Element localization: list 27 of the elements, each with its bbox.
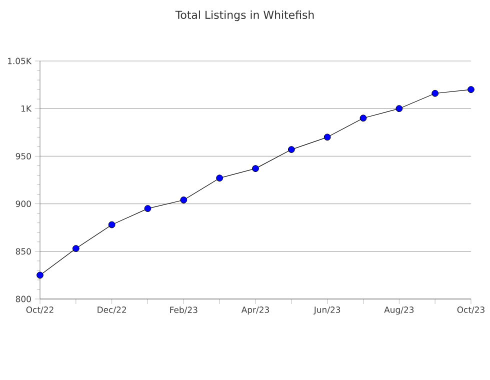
x-tick-label: Feb/23	[170, 306, 198, 314]
point	[360, 114, 367, 122]
y-tick-label: 1K	[21, 106, 32, 112]
x-tick-label: Jun/23	[313, 306, 340, 315]
x-tick-label: Oct/23	[457, 306, 484, 314]
point	[324, 134, 331, 141]
point	[288, 146, 295, 153]
y-tick-label: 950	[16, 153, 31, 160]
y-tick-label: 900	[16, 200, 31, 208]
point	[432, 90, 439, 97]
x-tick-label: Dec/22	[98, 306, 126, 314]
point	[144, 205, 152, 212]
x-tick-label: Oct/22	[26, 306, 54, 314]
point	[36, 272, 44, 279]
point	[252, 165, 259, 172]
point	[72, 245, 80, 252]
y-tick-label: 1.05K	[8, 58, 32, 64]
y-tick-label: 800	[16, 296, 31, 302]
y-tick-label: 850	[16, 248, 31, 255]
point	[216, 174, 224, 182]
x-tick-label: Apr/23	[241, 306, 269, 315]
chart-title: Total Listings in Whitefish	[175, 10, 314, 22]
point	[468, 86, 474, 93]
point	[180, 196, 188, 204]
x-tick-label: Aug/23	[384, 306, 414, 315]
point	[108, 221, 116, 228]
point	[396, 105, 403, 112]
